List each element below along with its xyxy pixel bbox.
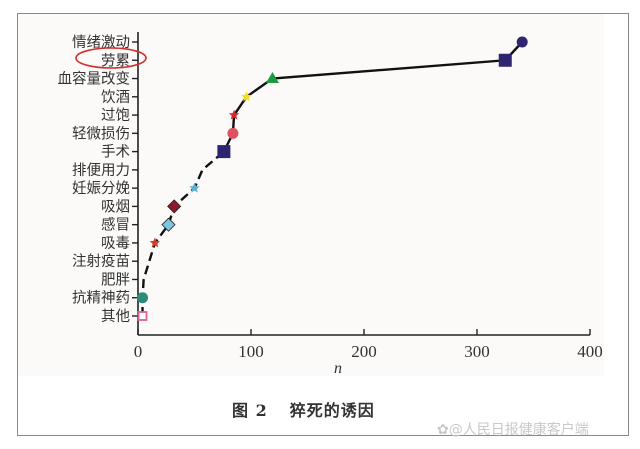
y-tick-label: 妊娠分娩 bbox=[72, 180, 130, 197]
marker-circle bbox=[137, 292, 149, 304]
marker-star bbox=[241, 91, 252, 102]
y-tick-label: 轻微损伤 bbox=[72, 125, 130, 142]
marker-diamond bbox=[161, 217, 176, 232]
marker-open-square bbox=[137, 311, 148, 321]
y-tick-label: 过饱 bbox=[101, 107, 130, 124]
y-tick-label: 排便用力 bbox=[72, 162, 130, 179]
y-tick-label: 血容量改变 bbox=[58, 71, 131, 88]
x-tick-label: 0 bbox=[134, 342, 143, 361]
marker-square bbox=[217, 145, 231, 159]
paw-icon: ✿ bbox=[437, 422, 449, 438]
series-line bbox=[141, 41, 524, 316]
y-tick-label: 情绪激动 bbox=[72, 34, 130, 51]
caption-text: 猝死的诱因 bbox=[289, 401, 375, 420]
marker-star bbox=[189, 182, 200, 193]
highlight-ellipse bbox=[75, 47, 147, 69]
marker-star bbox=[149, 237, 161, 248]
marker-square bbox=[498, 53, 512, 67]
marker-diamond bbox=[167, 199, 182, 214]
x-tick-label: 100 bbox=[238, 342, 264, 361]
figure-caption: 图 2 猝死的诱因 bbox=[232, 397, 375, 421]
y-tick-label: 吸烟 bbox=[101, 198, 130, 215]
y-tick-label: 饮酒 bbox=[101, 89, 130, 106]
marker-triangle bbox=[265, 72, 279, 84]
y-tick-label: 感冒 bbox=[101, 217, 130, 234]
y-tick-label: 注射疫苗 bbox=[72, 253, 130, 270]
y-tick-label: 吸毒 bbox=[101, 235, 130, 252]
marker-star bbox=[228, 109, 240, 120]
y-tick-label: 肥胖 bbox=[101, 271, 130, 288]
series-markers bbox=[137, 36, 528, 321]
x-axis-label: n bbox=[334, 360, 342, 377]
y-tick-label: 其他 bbox=[101, 308, 130, 325]
marker-circle bbox=[227, 127, 239, 139]
watermark-text: @人民日报健康客户端 bbox=[448, 422, 589, 438]
y-tick-label: 手术 bbox=[101, 144, 130, 161]
watermark: ✿@人民日报健康客户端 bbox=[437, 419, 589, 439]
x-tick-label: 400 bbox=[577, 342, 603, 361]
x-tick-label: 200 bbox=[351, 342, 377, 361]
x-axis-ticks: 0 100 200 300 400 bbox=[134, 342, 603, 361]
y-tick-label: 抗精神药 bbox=[72, 290, 130, 307]
axes bbox=[132, 32, 591, 336]
x-tick-label: 300 bbox=[464, 342, 490, 361]
marker-circle bbox=[516, 36, 528, 48]
y-tick-label: 劳累 bbox=[101, 52, 130, 69]
caption-number: 图 2 bbox=[232, 401, 268, 420]
